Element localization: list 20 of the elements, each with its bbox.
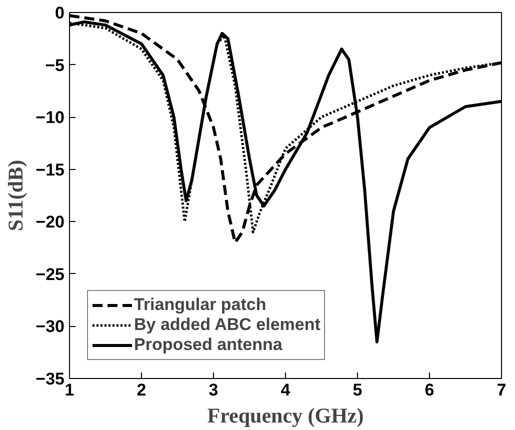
x-axis-title: Frequency (GHz) bbox=[207, 404, 364, 428]
y-axis-title: S11(dB) bbox=[4, 160, 28, 232]
legend-label: Proposed antenna bbox=[134, 335, 282, 355]
y-tick-label: −25 bbox=[36, 264, 65, 284]
y-tick-label: −5 bbox=[45, 56, 65, 75]
x-tick-label: 5 bbox=[352, 380, 362, 400]
y-tick-label: −35 bbox=[36, 370, 65, 388]
legend-label: Triangular patch bbox=[134, 295, 266, 315]
y-tick-label: −10 bbox=[36, 108, 65, 128]
y-tick-label: −20 bbox=[36, 212, 65, 232]
y-tick-label: −30 bbox=[36, 317, 65, 336]
legend-label: By added ABC element bbox=[134, 315, 320, 335]
y-tick-label: −15 bbox=[36, 160, 65, 180]
x-tick-label: 6 bbox=[424, 380, 434, 400]
x-tick-label: 7 bbox=[496, 380, 506, 400]
x-tick-label: 2 bbox=[136, 380, 146, 400]
x-tick-label: 4 bbox=[280, 380, 291, 400]
x-tick-label: 1 bbox=[64, 380, 74, 400]
y-tick-label: 0 bbox=[55, 4, 65, 22]
x-tick-label: 3 bbox=[208, 380, 218, 400]
